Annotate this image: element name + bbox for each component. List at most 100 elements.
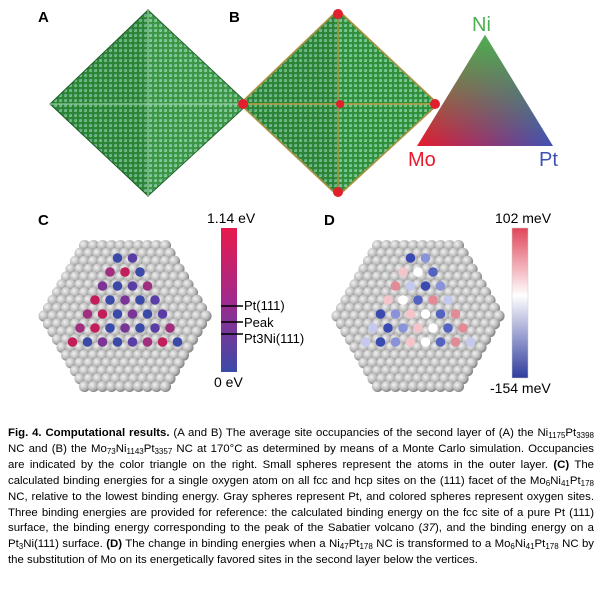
oxygen-site (383, 323, 393, 333)
oxygen-site (428, 267, 438, 277)
oxygen-site (135, 295, 145, 305)
oxygen-site (390, 337, 401, 347)
oxygen-site (157, 337, 168, 347)
pt-atom-sphere (123, 380, 136, 393)
oxygen-site (428, 295, 438, 305)
oxygen-site (150, 295, 160, 305)
oxygen-site (112, 281, 123, 291)
pt-atom-sphere (434, 380, 447, 393)
oxygen-site (420, 337, 431, 347)
cluster-d (331, 239, 505, 393)
octahedron-a (49, 8, 249, 198)
oxygen-site (112, 253, 123, 263)
oxygen-site (405, 281, 416, 291)
caption-title: Fig. 4. Computational results. (8, 427, 170, 439)
pt-atom-sphere (398, 380, 411, 393)
oxygen-site (90, 295, 100, 305)
oxygen-site (105, 295, 115, 305)
pt-atom-sphere (114, 380, 127, 393)
oxygen-site (375, 309, 386, 319)
oxygen-site (127, 281, 138, 291)
oxygen-site (420, 281, 431, 291)
oxygen-site (67, 337, 78, 347)
oxygen-site (398, 323, 408, 333)
oxygen-site (413, 295, 423, 305)
colorbar-c-max-label: 1.14 eV (207, 210, 256, 226)
panel-label-d: D (324, 212, 335, 229)
oxygen-site (120, 267, 130, 277)
oxygen-site (420, 309, 431, 319)
oxygen-site (127, 337, 138, 347)
oxygen-site (450, 337, 461, 347)
oxygen-site (135, 323, 145, 333)
ternary-color-triangle (417, 35, 553, 146)
oxygen-site (398, 267, 408, 277)
figure-caption: Fig. 4. Computational results. (A and B)… (8, 427, 595, 567)
oxygen-site (142, 281, 153, 291)
oxygen-site (172, 337, 183, 347)
pt-atom-sphere (78, 380, 91, 393)
colorbar-c-min-label: 0 eV (214, 374, 243, 390)
oxygen-site (112, 309, 123, 319)
pt-atom-sphere (105, 380, 118, 393)
oxygen-site (142, 309, 153, 319)
colorbar-d-min-label: -154 meV (490, 380, 551, 396)
oxygen-site (383, 295, 393, 305)
oxygen-site (150, 323, 160, 333)
pt-atom-sphere (87, 380, 100, 393)
oxygen-site (443, 295, 453, 305)
oxygen-site (368, 323, 378, 333)
oxygen-site (120, 323, 130, 333)
pt-atom-sphere (443, 380, 456, 393)
colorbar-d-max-label: 102 meV (495, 210, 552, 226)
oxygen-site (450, 309, 461, 319)
pt-atom-sphere (389, 380, 402, 393)
oxygen-site (75, 323, 85, 333)
octahedron-b (238, 8, 440, 198)
oxygen-site (443, 323, 453, 333)
oxygen-site (390, 281, 401, 291)
oxygen-site (465, 337, 476, 347)
oxygen-site (157, 309, 168, 319)
pt-atom-sphere (407, 380, 420, 393)
ternary-label-ni: Ni (472, 14, 491, 36)
pt-atom-sphere (425, 380, 438, 393)
oxygen-site (90, 323, 100, 333)
ternary-label-mo: Mo (408, 149, 436, 171)
ternary-label-pt: Pt (539, 149, 558, 171)
pt-atom-sphere (380, 380, 393, 393)
pt-atom-sphere (141, 380, 154, 393)
oxygen-site (405, 253, 416, 263)
oxygen-site (435, 281, 446, 291)
oxygen-site (390, 309, 401, 319)
oxygen-site (142, 337, 153, 347)
panel-label-b: B (229, 9, 240, 26)
pt-atom-sphere (371, 380, 384, 393)
colorbar-c (221, 228, 243, 372)
cluster-c (38, 239, 212, 393)
oxygen-site (112, 337, 123, 347)
oxygen-site (97, 337, 108, 347)
oxygen-site (82, 337, 93, 347)
oxygen-site (405, 337, 416, 347)
oxygen-site (127, 253, 138, 263)
oxygen-site (428, 323, 438, 333)
oxygen-site (458, 323, 468, 333)
ref-label-pt3ni111: Pt3Ni(111) (244, 331, 305, 346)
oxygen-site (97, 309, 108, 319)
ref-label-pt111: Pt(111) (244, 298, 285, 313)
oxygen-site (435, 309, 446, 319)
panel-label-a: A (38, 9, 49, 26)
panel-label-c: C (38, 212, 49, 229)
ref-label-peak: Peak (244, 315, 274, 330)
oxygen-site (135, 267, 145, 277)
oxygen-site (398, 295, 408, 305)
oxygen-site (375, 337, 386, 347)
oxygen-site (413, 267, 423, 277)
oxygen-site (165, 323, 175, 333)
pt-atom-sphere (159, 380, 172, 393)
pt-atom-sphere (150, 380, 163, 393)
oxygen-site (105, 267, 115, 277)
oxygen-site (120, 295, 130, 305)
oxygen-site (105, 323, 115, 333)
